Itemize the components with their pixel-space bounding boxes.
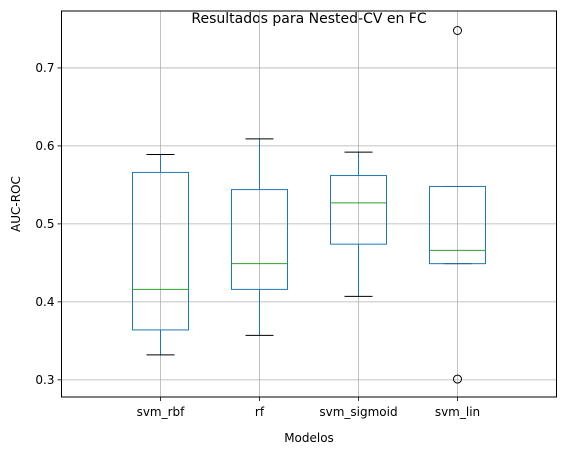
y-axis-label: AUC-ROC — [9, 176, 23, 232]
iqr-box — [132, 171, 189, 331]
outlier-point — [453, 25, 462, 35]
x-tick-label: svm_sigmoid — [319, 405, 397, 419]
grid-lines — [61, 11, 557, 397]
y-tick-label: 0.6 — [35, 139, 54, 153]
iqr-box — [429, 185, 486, 265]
box-svm_rbf — [132, 153, 189, 356]
x-tick-label: svm_lin — [435, 405, 480, 419]
x-axis-label: Modelos — [284, 431, 334, 445]
y-tick-label: 0.7 — [35, 61, 54, 75]
y-tick-label: 0.3 — [35, 373, 54, 387]
x-tick-label: svm_rbf — [137, 405, 186, 419]
x-axis-ticks: svm_rbf rf svm_sigmoid svm_lin — [137, 397, 480, 419]
iqr-box — [330, 175, 387, 245]
box-rf — [231, 138, 288, 336]
plot-frame — [61, 10, 557, 398]
y-tick-label: 0.4 — [35, 295, 54, 309]
chart-title: Resultados para Nested-CV en FC — [191, 11, 426, 27]
y-axis-ticks: 0.3 0.4 0.5 0.6 0.7 — [35, 61, 62, 387]
y-tick-label: 0.5 — [35, 217, 54, 231]
box-svm_sigmoid — [330, 151, 387, 297]
boxes-layer — [132, 25, 486, 384]
iqr-box — [231, 189, 288, 290]
box-svm_lin — [429, 25, 486, 384]
outlier-point — [453, 374, 462, 384]
x-tick-label: rf — [255, 405, 265, 419]
